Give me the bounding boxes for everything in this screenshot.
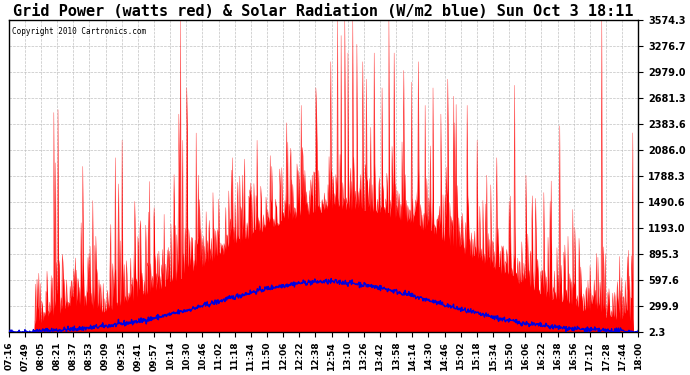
Text: Copyright 2010 Cartronics.com: Copyright 2010 Cartronics.com: [12, 27, 146, 36]
Title: Grid Power (watts red) & Solar Radiation (W/m2 blue) Sun Oct 3 18:11: Grid Power (watts red) & Solar Radiation…: [13, 4, 633, 19]
